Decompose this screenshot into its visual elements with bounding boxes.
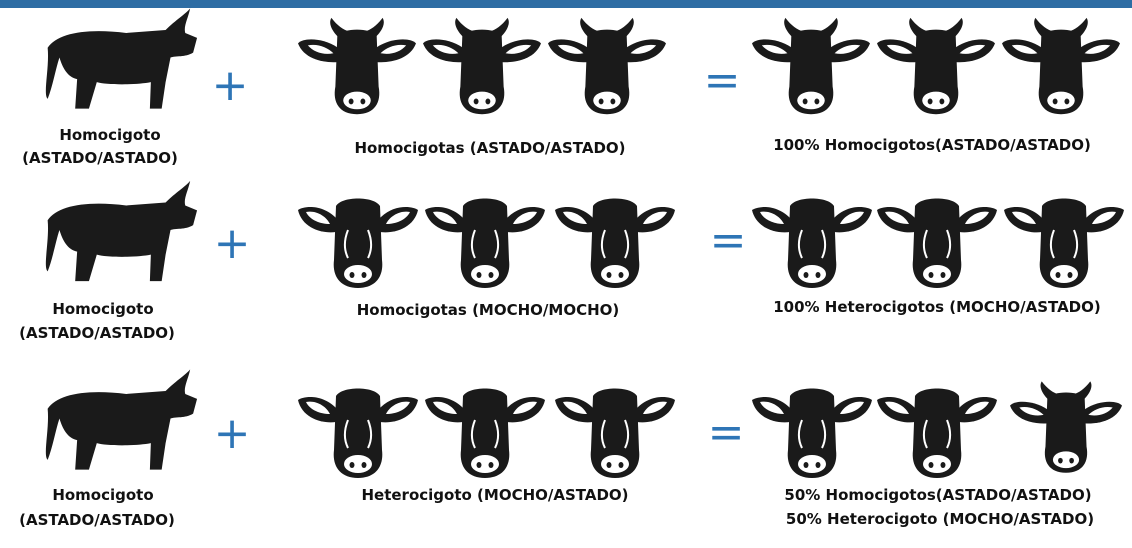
cow-icon <box>752 389 872 479</box>
result-label: 100% Heterocigotos (MOCHO/ASTADO) <box>773 298 1101 316</box>
cow-icon <box>752 18 870 114</box>
parent-label: Homocigoto <box>52 486 153 504</box>
plus-sign: + <box>214 408 251 459</box>
page: {"rows": [ {"parent_label": ["Homocigoto… <box>0 0 1132 548</box>
cow-icon <box>298 18 416 114</box>
cow-icon <box>298 199 418 289</box>
parent-label: (ASTADO/ASTADO) <box>22 149 178 167</box>
cow-icon <box>877 199 997 289</box>
diagram: Homocigoto (ASTADO/ASTADO) + Homocigotas… <box>0 0 1132 548</box>
equals-sign: = <box>708 407 745 458</box>
cow-icon <box>298 389 418 479</box>
parent-label: Homocigoto <box>52 300 153 318</box>
cow-icon <box>1004 199 1124 289</box>
bull-icon <box>46 8 197 108</box>
cow-icon <box>1002 18 1120 114</box>
parent-label: Homocigoto <box>59 126 160 144</box>
bull-icon <box>46 181 197 281</box>
cows-label: Heterocigoto (MOCHO/ASTADO) <box>361 486 628 504</box>
cow-icon <box>423 18 541 114</box>
cow-icon <box>555 389 675 479</box>
cows-label: Homocigotas (ASTADO/ASTADO) <box>354 139 625 157</box>
top-bar <box>0 0 1132 8</box>
cow-icon <box>877 18 995 114</box>
cow-icon <box>425 199 545 289</box>
equals-sign: = <box>704 55 741 106</box>
plus-sign: + <box>214 218 251 269</box>
cow-icon <box>1010 381 1122 472</box>
cows-label: Homocigotas (MOCHO/MOCHO) <box>357 301 620 319</box>
cow-icon <box>877 389 997 479</box>
parent-label: (ASTADO/ASTADO) <box>19 511 175 529</box>
parent-label: (ASTADO/ASTADO) <box>19 324 175 342</box>
result-label: 50% Homocigotos(ASTADO/ASTADO) <box>784 486 1091 504</box>
result-label: 50% Heterocigoto (MOCHO/ASTADO) <box>786 510 1094 528</box>
cow-icon <box>548 18 666 114</box>
equals-sign: = <box>710 215 747 266</box>
cow-icon <box>555 199 675 289</box>
result-label: 100% Homocigotos(ASTADO/ASTADO) <box>773 136 1091 154</box>
plus-sign: + <box>212 60 249 111</box>
cow-icon <box>425 389 545 479</box>
bull-icon <box>46 369 197 469</box>
cow-icon <box>752 199 872 289</box>
